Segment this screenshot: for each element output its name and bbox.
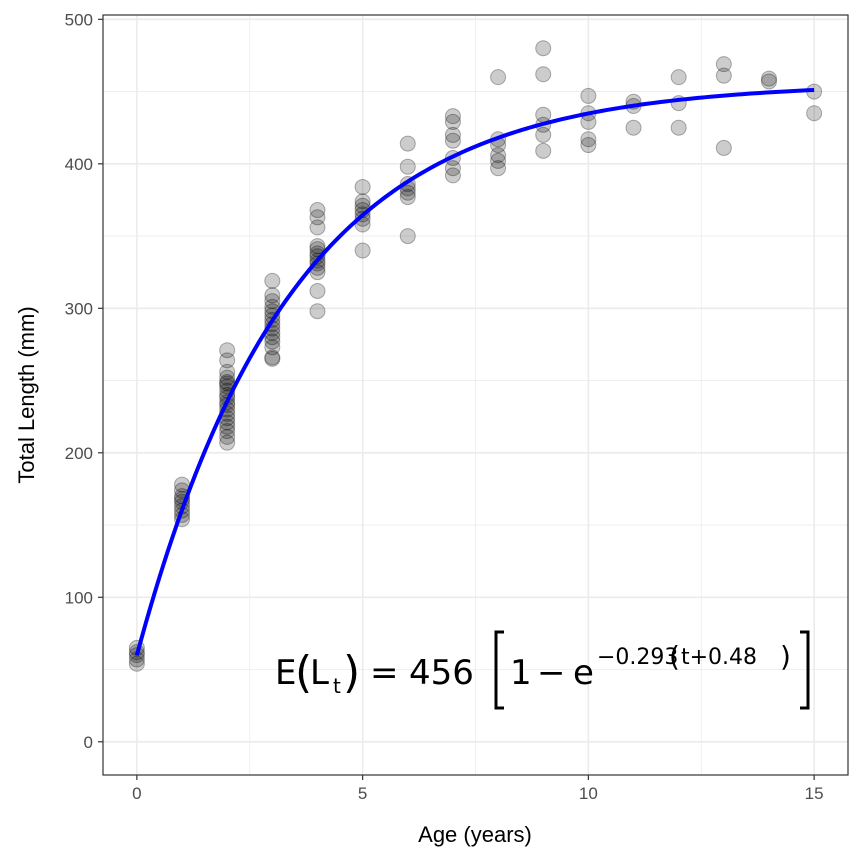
data-point <box>309 248 326 265</box>
grid-minor <box>103 15 848 775</box>
data-point <box>490 160 507 177</box>
data-point <box>580 87 597 104</box>
equation-exponent-coef: −0.293 <box>597 645 678 670</box>
equation-one: 1 <box>510 653 532 693</box>
data-point <box>444 126 461 143</box>
y-tick-label: 100 <box>65 588 93 607</box>
y-tick-label: 400 <box>65 155 93 174</box>
data-point <box>490 147 507 164</box>
data-point <box>715 56 732 73</box>
data-point <box>264 287 281 304</box>
equation-base-e: e <box>573 653 594 693</box>
data-point <box>490 69 507 86</box>
data-point <box>219 423 236 440</box>
y-tick-label: 500 <box>65 10 93 29</box>
equation-annotation: E ( L t ) = 456 1 − e −0.293 ( t+0.48 ) <box>275 630 810 710</box>
x-tick-label: 15 <box>805 784 824 803</box>
data-point <box>399 189 416 206</box>
data-point <box>535 126 552 143</box>
y-tick-label: 300 <box>65 299 93 318</box>
data-point <box>625 119 642 136</box>
x-tick-label: 10 <box>579 784 598 803</box>
data-point <box>444 167 461 184</box>
data-point <box>535 66 552 83</box>
data-point <box>444 132 461 149</box>
data-point <box>264 272 281 289</box>
equation-lhs-E: E <box>275 653 296 693</box>
equation-equals: = <box>370 653 399 693</box>
data-point <box>580 113 597 130</box>
data-point <box>399 158 416 175</box>
equation-paren-open: ( <box>295 647 312 698</box>
data-point <box>760 73 777 90</box>
data-point <box>128 655 145 672</box>
data-point <box>490 152 507 169</box>
fit-curve <box>134 87 815 656</box>
equation-subscript: t <box>333 674 341 698</box>
data-point <box>219 369 236 386</box>
data-point <box>219 414 236 431</box>
equation-paren-close: ) <box>343 647 360 698</box>
data-point <box>580 131 597 148</box>
y-tick-label: 200 <box>65 444 93 463</box>
data-point <box>264 293 281 310</box>
data-point <box>264 349 281 366</box>
data-point <box>715 67 732 84</box>
data-point <box>264 329 281 346</box>
data-point <box>309 202 326 219</box>
equation-minus: − <box>537 653 566 693</box>
equation-coefficient: 456 <box>409 653 474 693</box>
data-point <box>580 137 597 154</box>
data-point <box>806 105 823 122</box>
data-point <box>399 135 416 152</box>
equation-bracket-left <box>494 630 504 710</box>
equation-exponent-paren-open: ( <box>669 640 680 673</box>
equation-exponent-paren-close: ) <box>780 640 791 673</box>
x-tick-label: 0 <box>132 784 141 803</box>
data-point <box>399 228 416 245</box>
data-point <box>444 160 461 177</box>
data-point <box>219 363 236 380</box>
equation-bracket-right <box>800 630 810 710</box>
data-point <box>354 178 371 195</box>
equation-exponent-var: t+0.48 <box>681 645 757 670</box>
data-point <box>354 242 371 259</box>
data-point <box>219 352 236 369</box>
x-tick-label: 5 <box>358 784 367 803</box>
data-point <box>670 69 687 86</box>
y-axis-ticks: 0 100 200 300 400 500 <box>65 10 103 752</box>
equation-subject: L <box>310 653 329 693</box>
data-point <box>219 428 236 445</box>
data-point <box>715 139 732 156</box>
data-point <box>760 70 777 87</box>
x-axis-ticks: 0 5 10 15 <box>132 775 824 803</box>
data-point <box>535 40 552 57</box>
data-point <box>670 119 687 136</box>
panel-border <box>102 14 849 776</box>
data-point <box>354 193 371 210</box>
data-point <box>444 108 461 125</box>
data-point <box>264 350 281 367</box>
data-point <box>309 209 326 226</box>
data-point <box>264 333 281 350</box>
data-point <box>264 339 281 356</box>
data-point <box>309 303 326 320</box>
data-point <box>444 113 461 130</box>
data-point <box>309 219 326 236</box>
data-point <box>354 210 371 227</box>
data-point <box>399 184 416 201</box>
y-axis-title: Total Length (mm) <box>14 306 39 483</box>
x-axis-title: Age (years) <box>418 822 532 847</box>
data-point <box>535 142 552 159</box>
grid-major <box>103 15 848 775</box>
data-point <box>219 434 236 451</box>
data-point <box>219 418 236 435</box>
data-point <box>219 342 236 359</box>
data-point <box>309 238 326 255</box>
y-tick-label: 0 <box>84 733 93 752</box>
data-point <box>309 282 326 299</box>
